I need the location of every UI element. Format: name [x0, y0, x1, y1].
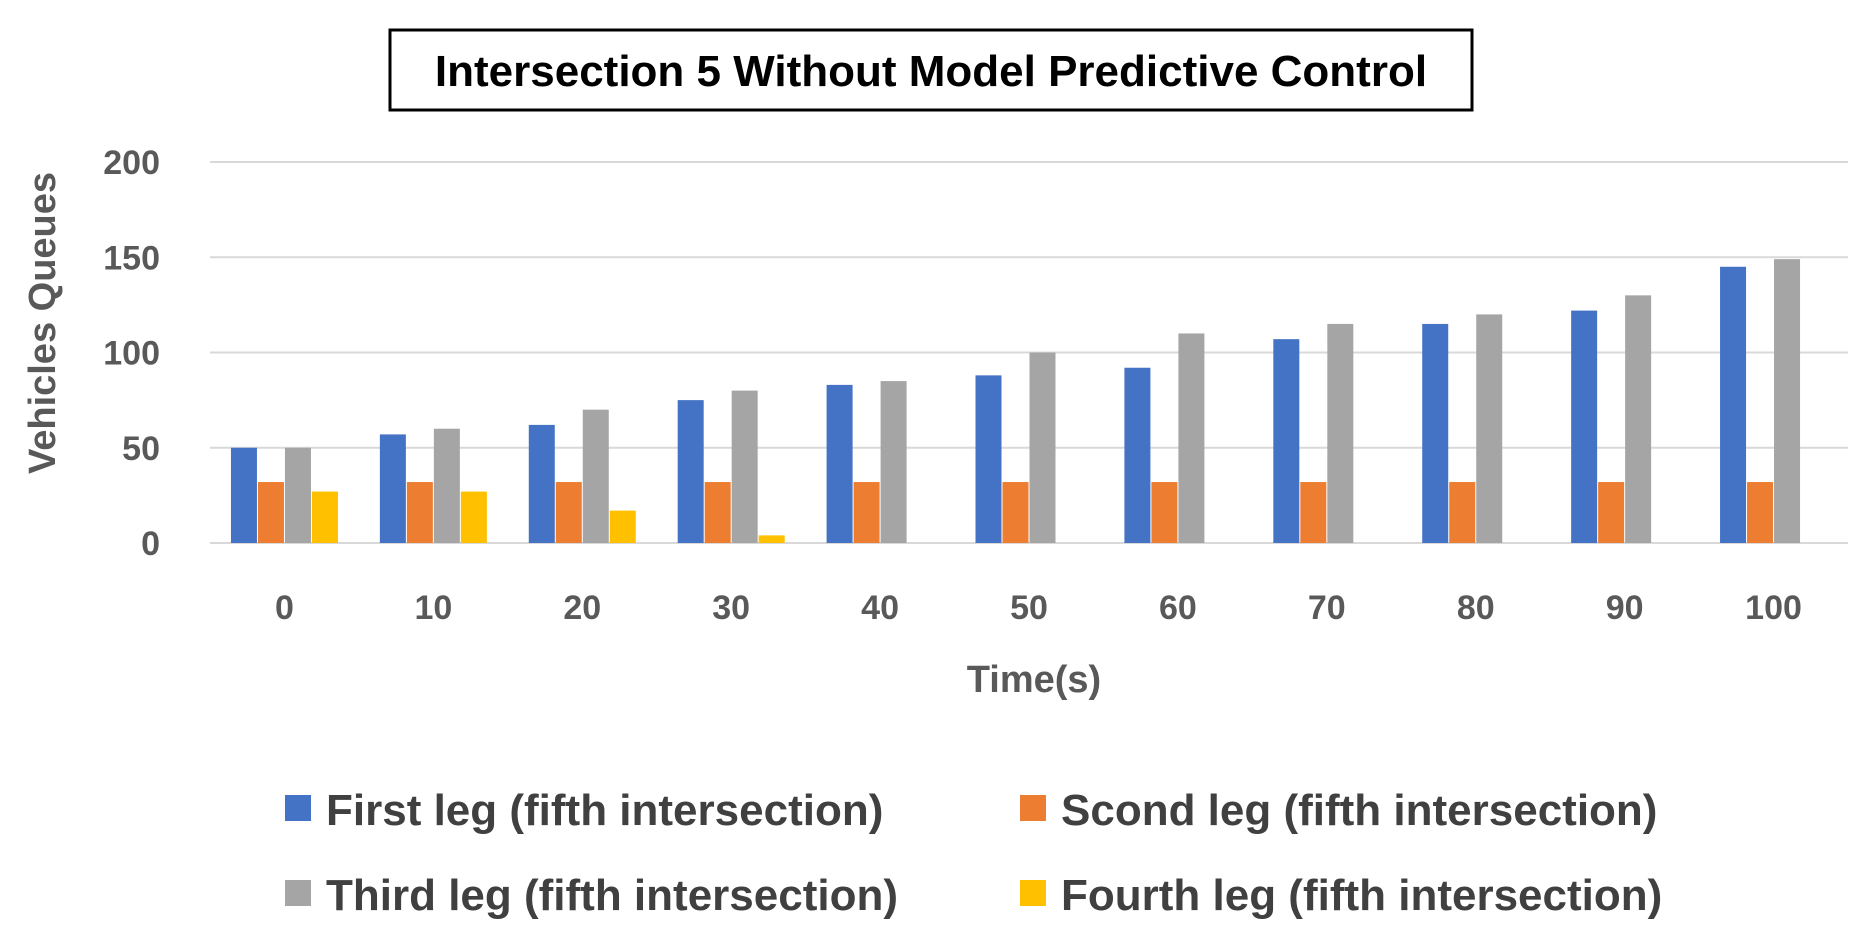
- bar-20-series-4: [609, 510, 636, 543]
- bar-10-series-1: [379, 434, 406, 543]
- bar-60-series-1: [1124, 367, 1151, 543]
- bar-100-series-3: [1774, 259, 1801, 543]
- x-tick-labels: 0 10 20 30 40 50 60 70 80 90 100: [275, 589, 1802, 627]
- bar-10-series-2: [406, 482, 433, 543]
- legend-swatch-1: [285, 795, 311, 821]
- x-tick-0: 0: [275, 589, 294, 627]
- bar-20-series-2: [555, 482, 582, 543]
- x-axis-label: Time(s): [967, 659, 1101, 701]
- bar-60-series-2: [1151, 482, 1178, 543]
- x-tick-40: 40: [861, 589, 899, 627]
- bar-70-series-1: [1273, 339, 1300, 543]
- bar-100-series-1: [1720, 266, 1747, 543]
- chart-title-box: Intersection 5 Without Model Predictive …: [388, 28, 1474, 112]
- legend-swatch-4: [1020, 880, 1046, 906]
- bar-70-series-2: [1300, 482, 1327, 543]
- x-tick-10: 10: [414, 589, 452, 627]
- x-tick-20: 20: [563, 589, 601, 627]
- bar-80-series-1: [1422, 323, 1449, 543]
- bar-60-series-3: [1178, 333, 1205, 543]
- y-axis-label: Vehicles Queues: [22, 172, 64, 474]
- y-tick-labels: 0 50 100 150 200: [103, 144, 160, 563]
- chart-title: Intersection 5 Without Model Predictive …: [435, 47, 1427, 96]
- x-tick-80: 80: [1457, 589, 1495, 627]
- bar-10-series-4: [460, 491, 487, 543]
- x-tick-70: 70: [1308, 589, 1346, 627]
- y-tick-50: 50: [122, 430, 160, 468]
- x-tick-50: 50: [1010, 589, 1048, 627]
- bar-90-series-2: [1598, 482, 1625, 543]
- bar-90-series-1: [1571, 310, 1598, 543]
- bar-90-series-3: [1625, 295, 1652, 543]
- bar-50-series-2: [1002, 482, 1029, 543]
- x-tick-60: 60: [1159, 589, 1197, 627]
- y-tick-150: 150: [103, 239, 160, 277]
- x-tick-30: 30: [712, 589, 750, 627]
- bar-0-series-3: [284, 447, 311, 543]
- bar-20-series-3: [582, 409, 609, 543]
- bar-30-series-2: [704, 482, 731, 543]
- bar-10-series-3: [433, 428, 460, 543]
- bar-70-series-3: [1327, 323, 1354, 543]
- bar-0-series-4: [311, 491, 338, 543]
- bar-50-series-3: [1029, 352, 1056, 543]
- bar-50-series-1: [975, 375, 1002, 543]
- bar-0-series-1: [230, 447, 257, 543]
- legend-swatch-2: [1020, 795, 1046, 821]
- legend-swatch-3: [285, 880, 311, 906]
- legend: First leg (fifth intersection) Scond leg …: [285, 786, 1662, 920]
- chart-title-border: [388, 28, 1474, 112]
- legend-label-1: First leg (fifth intersection): [326, 786, 883, 835]
- y-tick-100: 100: [103, 335, 160, 373]
- bar-30-series-1: [677, 400, 704, 543]
- bar-80-series-2: [1449, 482, 1476, 543]
- legend-label-3: Third leg (fifth intersection): [326, 871, 898, 920]
- bar-30-series-3: [731, 390, 758, 543]
- bar-40-series-1: [826, 384, 853, 543]
- bar-100-series-2: [1747, 482, 1774, 543]
- legend-label-2: Scond leg (fifth intersection): [1061, 786, 1657, 835]
- y-tick-0: 0: [141, 525, 160, 563]
- bar-30-series-4: [758, 535, 785, 543]
- bars: [230, 259, 1801, 543]
- x-tick-90: 90: [1606, 589, 1644, 627]
- x-tick-100: 100: [1745, 589, 1802, 627]
- bar-0-series-2: [257, 482, 284, 543]
- legend-label-4: Fourth leg (fifth intersection): [1061, 871, 1662, 920]
- bar-20-series-1: [528, 424, 555, 543]
- bar-40-series-3: [880, 381, 907, 543]
- bar-80-series-3: [1476, 314, 1503, 543]
- y-tick-200: 200: [103, 144, 160, 182]
- bar-40-series-2: [853, 482, 880, 543]
